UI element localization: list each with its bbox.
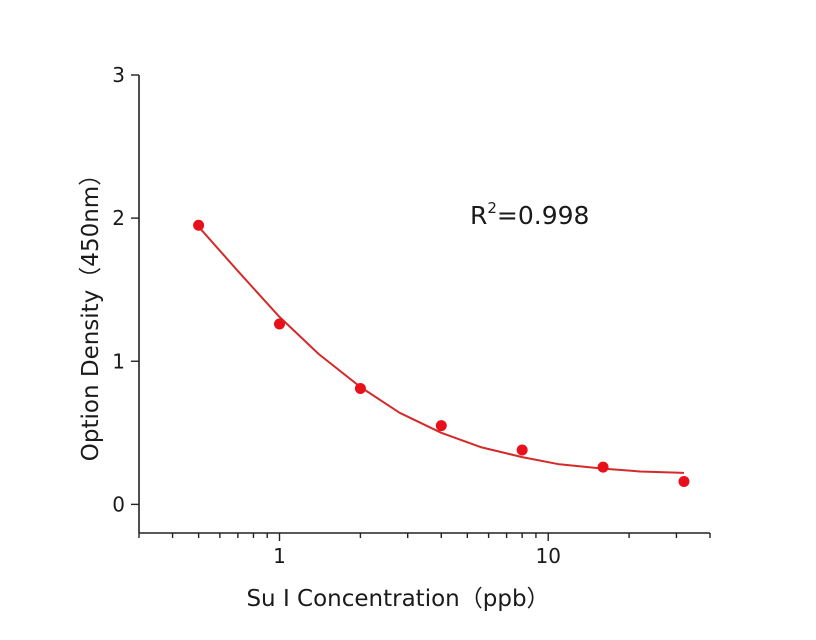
data-point — [435, 420, 447, 432]
data-point — [354, 382, 366, 394]
x-tick-label: 10 — [535, 544, 560, 568]
fit-curve-group — [197, 226, 685, 474]
data-point — [678, 475, 690, 487]
data-point — [516, 444, 528, 456]
r-squared-value: =0.998 — [497, 201, 590, 230]
y-tick-label: 1 — [112, 349, 125, 373]
x-axis-ticks: 1 10 — [138, 533, 711, 568]
y-tick-label: 2 — [112, 206, 125, 230]
x-tick-label: 1 — [273, 544, 286, 568]
y-axis-ticks: 0 1 2 3 — [112, 63, 139, 516]
data-point — [274, 318, 286, 330]
y-tick-label: 3 — [112, 63, 125, 87]
y-axis-label: Option Density（450nm） — [78, 163, 104, 461]
axes — [138, 75, 710, 534]
fit-curve — [197, 226, 685, 474]
r-squared-base: R — [470, 201, 487, 230]
data-points — [193, 219, 690, 487]
r-squared-superscript: 2 — [487, 199, 497, 217]
data-point — [597, 461, 609, 473]
r-squared-annotation: R2=0.998 — [470, 199, 589, 230]
x-axis-label: Su I Concentration（ppb） — [246, 586, 549, 612]
data-point — [193, 219, 205, 231]
y-tick-label: 0 — [112, 492, 125, 516]
